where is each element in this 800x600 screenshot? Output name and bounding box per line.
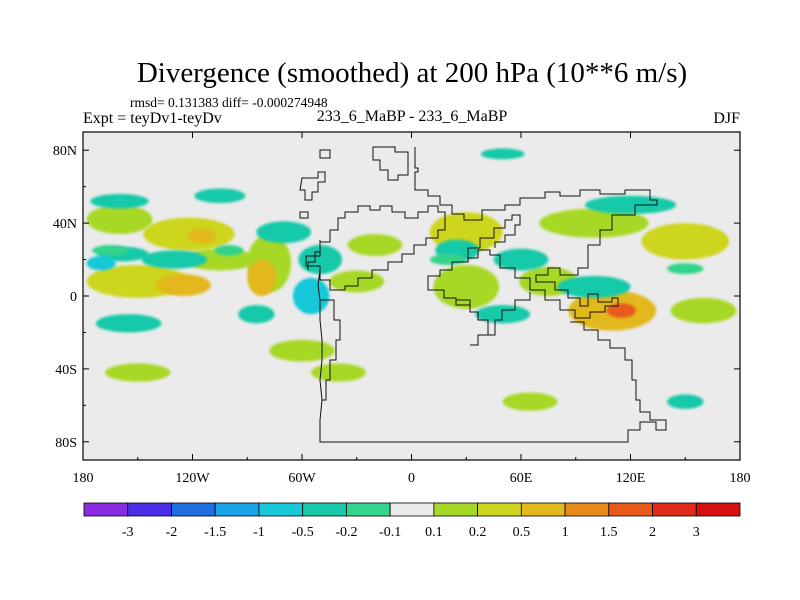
colorbar-label: -1.5 [204,525,226,540]
stats-label: rmsd= 0.131383 diff= -0.000274948 [130,95,328,110]
colorbar-swatch [127,502,172,517]
colorbar-swatch [171,502,216,517]
field-blob [480,148,525,160]
field-blob [92,244,129,256]
colorbar-swatch [83,502,129,517]
y-tick-label: 80N [53,144,77,159]
field-blob [104,363,171,382]
field-blob [667,394,704,409]
field-blob [557,275,631,298]
colorbar-label: -3 [122,525,134,540]
x-tick-label: 120W [175,471,210,486]
field-blob [539,208,649,238]
colorbar-label: 1 [562,525,569,540]
field-blob [429,254,467,266]
colorbar-label: 3 [693,525,700,540]
colorbar-swatch [695,502,741,517]
colorbar-swatch [258,502,304,517]
colorbar-label: -1 [253,525,265,540]
run-label: 233_6_MaBP - 233_6_MaBP [317,108,508,125]
colorbar-label: 1.5 [600,525,618,540]
colorbar-label: -0.2 [335,525,357,540]
field-blob [95,314,162,333]
colorbar-label: 0.2 [469,525,487,540]
x-axis: 180 120W 60W 0 60E 120E 180 [73,132,751,486]
x-tick-label: 60E [510,471,533,486]
x-tick-label: 0 [408,471,415,486]
field-blob [269,339,335,362]
y-tick-label: 40N [53,217,77,232]
x-tick-label: 60W [288,471,316,486]
colorbar-label: -2 [166,525,178,540]
field-blob [329,270,385,293]
field-blob [502,392,558,411]
colorbar-swatch [608,502,653,517]
colorbar-label: 0.1 [425,525,443,540]
colorbar-label: -0.5 [292,525,314,540]
field-blob [641,223,730,260]
field-blob [238,305,275,324]
colorbar-swatch [520,502,566,517]
field-blob [214,244,244,256]
field-blob [247,259,277,296]
experiment-label: Expt = teyDv1-teyDv [83,110,222,127]
x-tick-label: 120E [616,471,646,486]
colorbar-swatch [214,502,260,517]
field-blob [475,305,531,324]
coastline-outline [299,146,667,443]
field-blob [584,195,677,214]
field-blob [298,244,343,275]
field-blob [493,248,549,271]
field-blob [667,263,704,275]
colorbar-label: -0.1 [379,525,401,540]
divergence-field [86,148,737,411]
field-blob [256,221,312,244]
y-axis: 80N 40N 0 40S 80S [53,144,740,451]
y-tick-label: 40S [55,363,77,378]
season-label: DJF [713,110,740,127]
x-tick-label: 180 [73,471,94,486]
x-tick-label: 180 [730,471,751,486]
colorbar-swatch [389,502,435,517]
field-blob [187,228,217,244]
field-blob [194,188,246,204]
y-tick-label: 80S [55,436,77,451]
field-blob [606,303,636,318]
colorbar: -3 -2 -1.5 -1 -0.5 -0.2 -0.1 0.1 0.2 0.5 1 1.5 2 3 [83,502,741,540]
colorbar-swatch [564,502,610,517]
colorbar-swatch [652,502,697,517]
field-blob [90,193,149,209]
field-blob [347,234,403,256]
field-blob [86,204,153,235]
colorbar-label: 0.5 [513,525,531,540]
field-blob [141,250,208,269]
y-tick-label: 0 [70,290,77,305]
colorbar-swatch [477,502,522,517]
chart-title: Divergence (smoothed) at 200 hPa (10**6 … [137,57,687,89]
field-blob [670,297,737,324]
colorbar-label: 2 [649,525,656,540]
field-blob [311,363,366,382]
field-blob [433,265,500,309]
field-blob [86,255,116,271]
colorbar-swatch [302,502,347,517]
colorbar-swatch [345,502,391,517]
field-blob [292,277,330,315]
field-blob [156,274,211,297]
colorbar-swatch [433,502,479,517]
